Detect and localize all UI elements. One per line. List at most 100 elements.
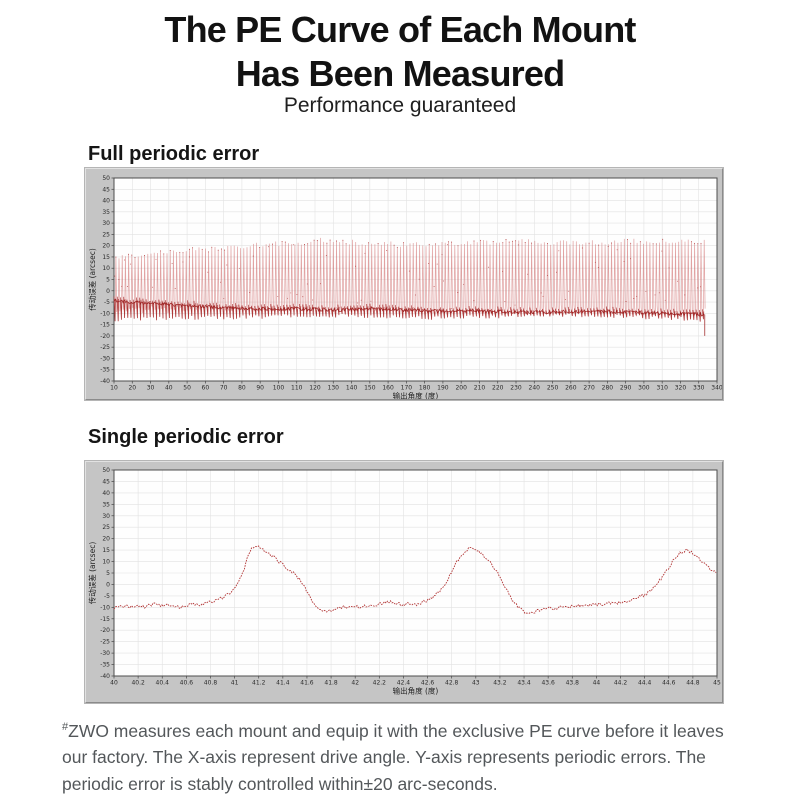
- svg-text:15: 15: [102, 547, 110, 554]
- svg-text:20: 20: [102, 536, 110, 543]
- svg-text:43.8: 43.8: [566, 680, 580, 687]
- svg-text:220: 220: [492, 385, 504, 392]
- svg-text:45: 45: [102, 478, 110, 485]
- svg-text:-20: -20: [100, 333, 110, 340]
- svg-text:45: 45: [713, 680, 721, 687]
- page-title-line2: Has Been Measured: [235, 52, 565, 94]
- footnote-marker: #: [62, 721, 69, 734]
- svg-text:-25: -25: [100, 344, 110, 351]
- svg-text:120: 120: [309, 385, 321, 392]
- svg-text:290: 290: [620, 385, 632, 392]
- svg-text:44.2: 44.2: [614, 680, 628, 687]
- svg-text:80: 80: [238, 385, 246, 392]
- svg-text:40.6: 40.6: [180, 680, 194, 687]
- svg-text:41.6: 41.6: [300, 680, 314, 687]
- svg-text:-15: -15: [100, 322, 110, 329]
- svg-text:5: 5: [106, 570, 110, 577]
- single-periodic-error-plot: 50454035302520151050-5-10-15-20-25-30-35…: [87, 467, 721, 696]
- full-periodic-error-heading: Full periodic error: [88, 143, 260, 165]
- svg-text:200: 200: [455, 385, 467, 392]
- svg-text:190: 190: [437, 385, 449, 392]
- svg-text:45: 45: [102, 186, 110, 193]
- svg-text:40: 40: [102, 490, 110, 497]
- svg-text:310: 310: [656, 385, 668, 392]
- svg-text:170: 170: [401, 385, 413, 392]
- svg-text:-40: -40: [100, 378, 110, 385]
- full-periodic-error-plot: 50454035302520151050-5-10-15-20-25-30-35…: [87, 175, 722, 400]
- svg-text:输出角度 (度): 输出角度 (度): [393, 391, 439, 400]
- svg-text:300: 300: [638, 385, 650, 392]
- svg-text:100: 100: [273, 385, 285, 392]
- svg-text:25: 25: [102, 524, 110, 531]
- svg-text:35: 35: [102, 501, 110, 508]
- svg-text:41.4: 41.4: [276, 680, 290, 687]
- svg-text:-10: -10: [100, 604, 110, 611]
- svg-text:42.8: 42.8: [445, 680, 459, 687]
- svg-text:110: 110: [291, 385, 303, 392]
- svg-text:90: 90: [256, 385, 264, 392]
- page-title-line1: The PE Curve of Each Mount: [164, 9, 636, 50]
- svg-text:44.8: 44.8: [686, 680, 700, 687]
- svg-text:280: 280: [602, 385, 614, 392]
- svg-text:320: 320: [675, 385, 687, 392]
- svg-text:43.2: 43.2: [493, 680, 507, 687]
- svg-text:10: 10: [102, 559, 110, 566]
- svg-text:42.2: 42.2: [373, 680, 387, 687]
- svg-text:-35: -35: [100, 662, 110, 669]
- svg-text:40.8: 40.8: [204, 680, 218, 687]
- svg-text:50: 50: [183, 385, 191, 392]
- svg-text:40.4: 40.4: [156, 680, 170, 687]
- svg-text:10: 10: [110, 385, 118, 392]
- svg-text:42: 42: [351, 680, 359, 687]
- svg-text:25: 25: [102, 231, 110, 238]
- svg-text:40: 40: [110, 680, 118, 687]
- svg-text:340: 340: [711, 385, 722, 392]
- svg-text:43.4: 43.4: [517, 680, 531, 687]
- svg-text:40: 40: [102, 198, 110, 205]
- svg-text:70: 70: [220, 385, 228, 392]
- svg-text:40: 40: [165, 385, 173, 392]
- svg-text:30: 30: [147, 385, 155, 392]
- svg-text:41.2: 41.2: [252, 680, 266, 687]
- svg-text:0: 0: [106, 581, 110, 588]
- svg-text:-25: -25: [100, 639, 110, 646]
- svg-text:260: 260: [565, 385, 577, 392]
- svg-text:42.4: 42.4: [397, 680, 411, 687]
- svg-text:210: 210: [474, 385, 486, 392]
- footnote-text: #ZWO measures each mount and equip it wi…: [62, 721, 724, 794]
- svg-text:50: 50: [102, 175, 110, 182]
- page-subtitle: Performance guaranteed: [283, 94, 517, 117]
- svg-text:43.6: 43.6: [541, 680, 555, 687]
- svg-text:250: 250: [547, 385, 559, 392]
- svg-text:-40: -40: [100, 673, 110, 680]
- svg-text:330: 330: [693, 385, 705, 392]
- svg-text:230: 230: [510, 385, 522, 392]
- svg-text:40.2: 40.2: [131, 680, 145, 687]
- svg-text:5: 5: [106, 277, 110, 284]
- svg-text:41.8: 41.8: [324, 680, 338, 687]
- svg-text:-30: -30: [100, 650, 110, 657]
- svg-text:-30: -30: [100, 355, 110, 362]
- svg-text:50: 50: [102, 467, 110, 474]
- svg-text:180: 180: [419, 385, 431, 392]
- svg-text:20: 20: [102, 243, 110, 250]
- footnote: #ZWO measures each mount and equip it wi…: [62, 718, 752, 797]
- page-title: The PE Curve of Each Mount Has Been Meas…: [0, 8, 800, 96]
- single-periodic-error-chart: 50 45 40 35 30 25 20 15 10 5 0 -5 -10 -15 -20 -25 -30 -35…: [85, 461, 723, 703]
- svg-text:160: 160: [382, 385, 394, 392]
- svg-text:44.6: 44.6: [662, 680, 676, 687]
- svg-text:传动误差 (arcsec): 传动误差 (arcsec): [87, 248, 97, 311]
- svg-text:-10: -10: [100, 310, 110, 317]
- svg-text:43: 43: [472, 680, 480, 687]
- full-periodic-error-chart: 50 45 40 35 30 25 20 15 10 5 0 -5 -10 -15 -20 -25 -30 -35…: [85, 168, 723, 400]
- svg-text:15: 15: [102, 254, 110, 261]
- svg-text:140: 140: [346, 385, 358, 392]
- svg-text:传动误差 (arcsec): 传动误差 (arcsec): [87, 542, 97, 605]
- svg-text:150: 150: [364, 385, 376, 392]
- svg-text:44: 44: [593, 680, 601, 687]
- svg-text:240: 240: [529, 385, 541, 392]
- svg-text:10: 10: [102, 265, 110, 272]
- single-periodic-error-heading: Single periodic error: [88, 426, 284, 448]
- svg-text:输出角度 (度): 输出角度 (度): [393, 686, 439, 696]
- svg-text:270: 270: [583, 385, 595, 392]
